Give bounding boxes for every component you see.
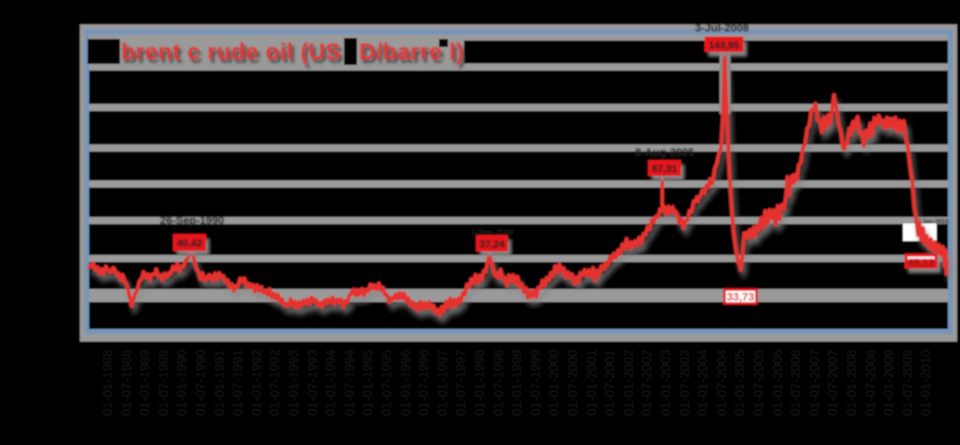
svg-text:01-07-1993: 01-07-1993 bbox=[305, 350, 320, 417]
svg-text:37,24: 37,24 bbox=[479, 240, 504, 251]
svg-text:26-Sep-1990: 26-Sep-1990 bbox=[160, 215, 224, 227]
svg-text:01-01-2003: 01-01-2003 bbox=[658, 350, 673, 417]
svg-text:01-01-1997: 01-01-1997 bbox=[435, 350, 450, 417]
svg-text:01-01-1993: 01-01-1993 bbox=[286, 350, 301, 417]
svg-text:01-07-2001: 01-07-2001 bbox=[602, 350, 617, 417]
svg-text:67,31: 67,31 bbox=[652, 164, 677, 175]
svg-text:01-01-2000: 01-01-2000 bbox=[546, 350, 561, 417]
svg-text:01-07-2003: 01-07-2003 bbox=[677, 350, 692, 417]
svg-text:1-Sep-2000: 1-Sep-2000 bbox=[471, 228, 514, 237]
svg-text:01-07-1995: 01-07-1995 bbox=[379, 350, 394, 417]
svg-text:01-01-2002: 01-01-2002 bbox=[621, 350, 636, 417]
svg-text:01-01-1989: 01-01-1989 bbox=[137, 350, 152, 417]
svg-text:40,42: 40,42 bbox=[177, 239, 202, 250]
svg-text:143,95: 143,95 bbox=[709, 41, 740, 52]
svg-text:01-07-2006: 01-07-2006 bbox=[788, 350, 803, 417]
svg-text:01-07-2009: 01-07-2009 bbox=[900, 350, 915, 417]
svg-text:01-07-1996: 01-07-1996 bbox=[416, 350, 431, 417]
svg-text:01-07-1989: 01-07-1989 bbox=[156, 350, 171, 417]
svg-text:01-01-2010: 01-01-2010 bbox=[918, 350, 933, 417]
svg-text:01-07-2005: 01-07-2005 bbox=[751, 350, 766, 417]
svg-text:23-Jan-2015: 23-Jan-2015 bbox=[914, 220, 949, 226]
svg-text:01-07-1988: 01-07-1988 bbox=[119, 350, 134, 417]
svg-text:8-Aug-2005: 8-Aug-2005 bbox=[635, 147, 694, 159]
svg-text:01-01-1996: 01-01-1996 bbox=[398, 350, 413, 417]
svg-text:01-01-1992: 01-01-1992 bbox=[249, 350, 264, 417]
svg-text:01-01-2009: 01-01-2009 bbox=[881, 350, 896, 417]
svg-text:01-07-1992: 01-07-1992 bbox=[267, 350, 282, 417]
svg-text:01-01-2001: 01-01-2001 bbox=[584, 350, 599, 417]
svg-text:01-07-2000: 01-07-2000 bbox=[565, 350, 580, 417]
svg-text:01-01-1988: 01-01-1988 bbox=[100, 350, 115, 417]
svg-text:D/barre l): D/barre l) bbox=[359, 39, 464, 65]
svg-text:01-01-2005: 01-01-2005 bbox=[732, 350, 747, 417]
svg-text:01-07-1990: 01-07-1990 bbox=[193, 350, 208, 417]
svg-text:3-Jul-2008: 3-Jul-2008 bbox=[695, 23, 749, 35]
svg-text:01-07-1997: 01-07-1997 bbox=[453, 350, 468, 417]
svg-text:01-01-1998: 01-01-1998 bbox=[472, 350, 487, 417]
svg-text:45,13: 45,13 bbox=[908, 257, 934, 269]
svg-text:01-01-2006: 01-01-2006 bbox=[770, 350, 785, 417]
svg-text:01-07-1991: 01-07-1991 bbox=[230, 350, 245, 417]
svg-text:33,73: 33,73 bbox=[727, 292, 755, 304]
svg-text:01-07-2004: 01-07-2004 bbox=[714, 350, 729, 417]
svg-text:01-07-2002: 01-07-2002 bbox=[639, 350, 654, 417]
svg-text:01-01-2004: 01-01-2004 bbox=[695, 350, 710, 417]
svg-text:brent c rude oil (US: brent c rude oil (US bbox=[121, 39, 341, 65]
svg-text:01-07-2008: 01-07-2008 bbox=[863, 350, 878, 417]
svg-text:01-01-1999: 01-01-1999 bbox=[509, 350, 524, 417]
svg-text:01-07-1994: 01-07-1994 bbox=[342, 350, 357, 417]
svg-text:01-07-1998: 01-07-1998 bbox=[491, 350, 506, 417]
svg-text:01-01-1994: 01-01-1994 bbox=[323, 350, 338, 417]
svg-text:01-01-2007: 01-01-2007 bbox=[807, 350, 822, 417]
svg-text:01-01-1991: 01-01-1991 bbox=[212, 350, 227, 417]
svg-text:01-07-1999: 01-07-1999 bbox=[528, 350, 543, 417]
svg-text:01-07-2007: 01-07-2007 bbox=[825, 350, 840, 417]
svg-text:01-01-1995: 01-01-1995 bbox=[360, 350, 375, 417]
svg-text:01-01-1990: 01-01-1990 bbox=[174, 350, 189, 417]
svg-text:01-01-2008: 01-01-2008 bbox=[844, 350, 859, 417]
